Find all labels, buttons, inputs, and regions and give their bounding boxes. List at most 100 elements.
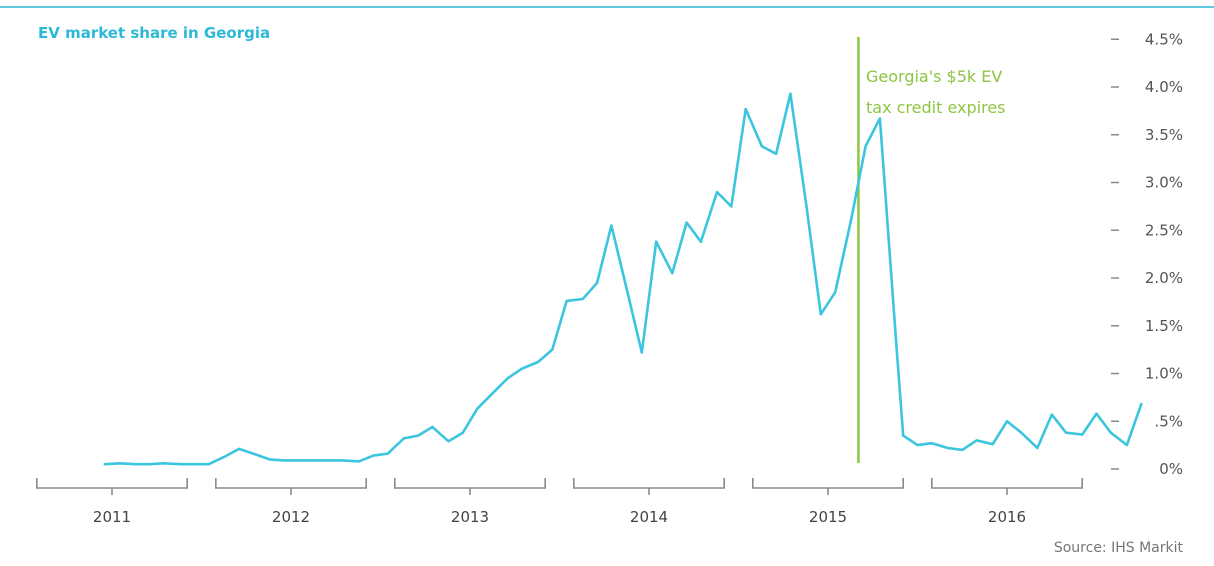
annotation-label: Georgia's $5k EV tax credit expires bbox=[866, 67, 1006, 117]
data-point bbox=[207, 463, 210, 466]
data-point bbox=[551, 348, 554, 351]
data-point bbox=[386, 452, 389, 455]
data-point bbox=[461, 431, 464, 434]
data-point bbox=[805, 205, 808, 208]
data-point bbox=[685, 221, 688, 224]
data-point bbox=[961, 448, 964, 451]
data-point bbox=[1064, 431, 1068, 434]
y-tick-label: 0% bbox=[1159, 460, 1183, 478]
data-point bbox=[536, 360, 540, 364]
data-point bbox=[565, 299, 568, 303]
y-tick-label: 1.0% bbox=[1145, 365, 1183, 383]
data-point bbox=[148, 463, 151, 466]
data-point bbox=[520, 367, 524, 370]
data-point bbox=[1081, 433, 1084, 436]
data-point bbox=[402, 437, 405, 440]
data-point bbox=[506, 377, 509, 380]
data-point bbox=[581, 297, 584, 301]
annotation-line-1: Georgia's $5k EV bbox=[866, 67, 1002, 86]
data-point bbox=[134, 463, 137, 466]
data-point bbox=[1036, 446, 1039, 450]
data-point bbox=[595, 281, 599, 284]
data-point bbox=[894, 338, 898, 342]
data-point bbox=[1050, 413, 1053, 416]
ev-share-series-line bbox=[103, 92, 1143, 466]
data-point bbox=[715, 190, 719, 194]
y-tick-label: 3.5% bbox=[1145, 126, 1183, 144]
y-tick-label: 3.0% bbox=[1145, 174, 1183, 192]
x-tick-label: 2013 bbox=[451, 508, 489, 526]
x-tick-label: 2014 bbox=[630, 508, 668, 526]
chart-title: EV market share in Georgia bbox=[38, 24, 270, 42]
data-point bbox=[760, 145, 763, 148]
source-note: Source: IHS Markit bbox=[1054, 540, 1184, 556]
data-point bbox=[991, 443, 994, 446]
y-tick-label: 2.5% bbox=[1145, 221, 1183, 239]
data-point bbox=[492, 391, 495, 394]
year-bracket bbox=[36, 478, 188, 489]
x-tick-label: 2011 bbox=[93, 508, 131, 526]
data-point bbox=[341, 459, 345, 462]
data-point bbox=[850, 217, 853, 220]
data-point bbox=[1109, 431, 1112, 434]
x-axis: 2011 2012 2013 2014 2015 2016 bbox=[36, 478, 1083, 526]
data-point bbox=[103, 463, 106, 466]
data-point bbox=[1005, 420, 1009, 423]
data-point bbox=[416, 434, 420, 437]
data-point bbox=[252, 452, 255, 455]
data-point bbox=[1125, 444, 1129, 447]
data-point bbox=[447, 440, 450, 443]
year-bracket bbox=[752, 478, 904, 489]
y-axis: 0% .5% 1.0% 1.5% 2.0% 2.5% 3.0% 3.5% 4.0% 4.5% bbox=[1111, 30, 1183, 478]
annotation-line-2: tax credit expires bbox=[866, 98, 1006, 117]
year-bracket bbox=[394, 478, 546, 489]
y-tick-label: 4.0% bbox=[1145, 78, 1183, 96]
data-point bbox=[327, 459, 330, 462]
y-tick-label: 4.5% bbox=[1145, 30, 1183, 48]
data-point bbox=[1095, 412, 1098, 415]
data-point bbox=[1140, 402, 1143, 406]
year-bracket bbox=[931, 478, 1083, 489]
data-point bbox=[237, 447, 241, 451]
data-point bbox=[640, 351, 643, 354]
data-point bbox=[864, 145, 867, 148]
data-point bbox=[730, 205, 733, 208]
data-point bbox=[744, 107, 747, 111]
x-tick-label: 2012 bbox=[272, 508, 310, 526]
data-point bbox=[834, 291, 837, 294]
data-point bbox=[268, 458, 271, 461]
data-point bbox=[916, 444, 919, 447]
data-point bbox=[313, 459, 316, 462]
x-tick-label: 2015 bbox=[809, 508, 847, 526]
data-point bbox=[1020, 431, 1023, 434]
data-points bbox=[103, 92, 1143, 466]
data-point bbox=[282, 459, 285, 462]
data-point bbox=[878, 117, 882, 120]
data-point bbox=[671, 272, 674, 275]
data-point bbox=[476, 407, 479, 410]
data-point bbox=[297, 459, 300, 462]
data-point bbox=[902, 434, 905, 437]
data-point bbox=[626, 291, 629, 294]
data-point bbox=[930, 442, 933, 445]
y-tick-label: 2.0% bbox=[1145, 269, 1183, 287]
data-point bbox=[193, 463, 196, 466]
data-point bbox=[118, 462, 121, 465]
data-point bbox=[357, 460, 361, 463]
year-bracket bbox=[215, 478, 367, 489]
data-point bbox=[178, 463, 182, 466]
data-point bbox=[699, 240, 703, 243]
y-tick-label: 1.5% bbox=[1145, 317, 1183, 335]
data-point bbox=[946, 446, 950, 450]
data-point bbox=[372, 454, 375, 457]
data-point bbox=[610, 224, 613, 227]
data-point bbox=[162, 462, 166, 465]
data-point bbox=[774, 152, 778, 155]
data-point bbox=[789, 92, 792, 95]
data-point bbox=[431, 425, 434, 429]
year-bracket bbox=[573, 478, 725, 489]
data-point bbox=[655, 240, 658, 243]
y-tick-label: .5% bbox=[1154, 412, 1183, 430]
x-tick-label: 2016 bbox=[988, 508, 1026, 526]
